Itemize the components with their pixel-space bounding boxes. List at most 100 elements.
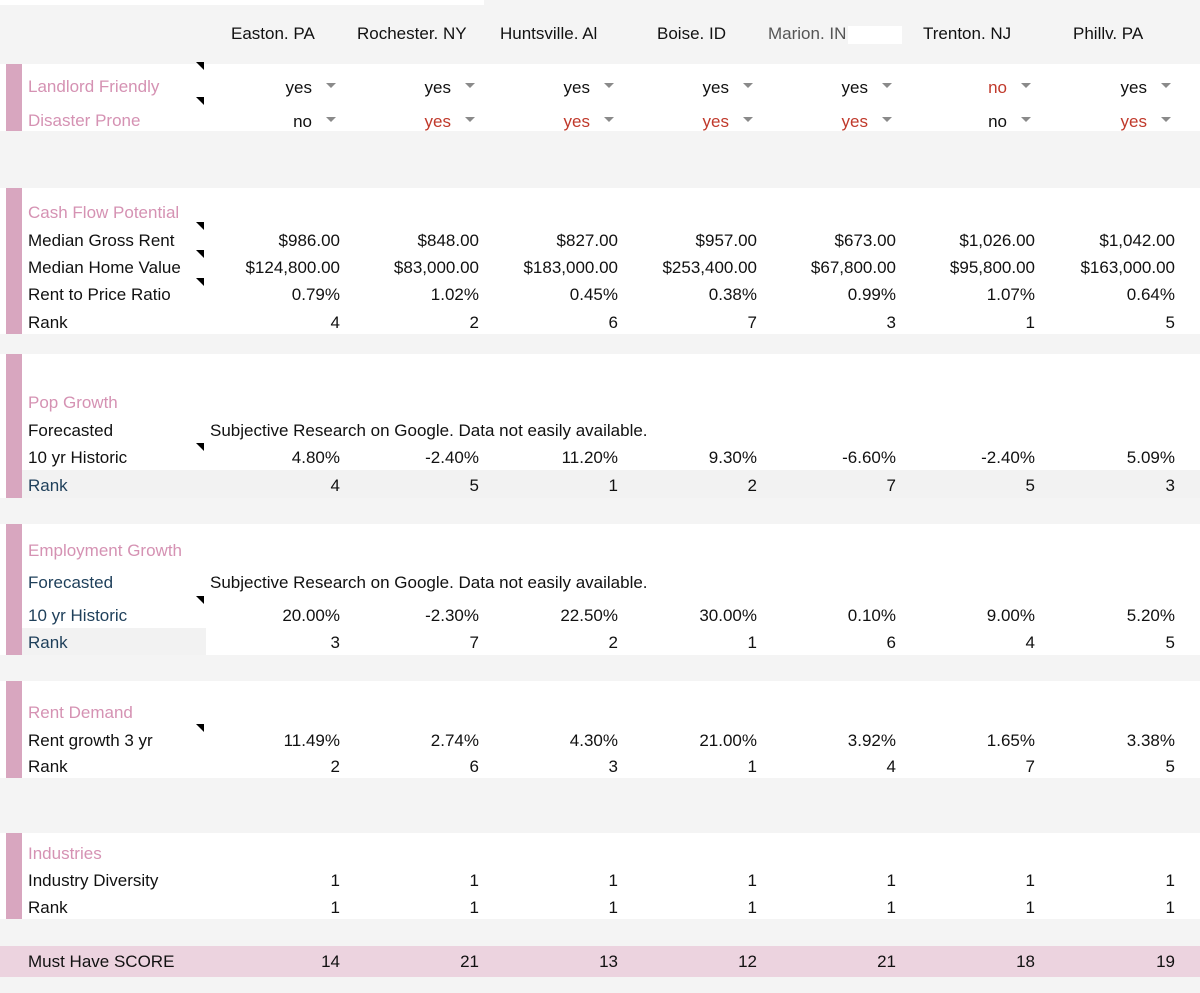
cell-value[interactable]: 1 (747, 633, 757, 652)
cell-value[interactable]: 9.00% (986, 606, 1035, 625)
cell-value[interactable]: $163,000.00 (1080, 258, 1175, 277)
cell-value[interactable]: $1,042.00 (1099, 231, 1175, 250)
city-header[interactable]: Marion. IN (768, 24, 847, 43)
cell-value[interactable]: 1 (330, 871, 340, 890)
cell-value[interactable]: 1 (747, 757, 757, 776)
dropdown-value[interactable]: no (988, 112, 1007, 131)
cell-value[interactable]: 1 (747, 898, 757, 917)
chevron-down-icon[interactable] (1161, 83, 1171, 88)
cell-value[interactable]: 1 (330, 898, 340, 917)
cell-value[interactable]: 1.02% (430, 285, 479, 304)
cell-value[interactable]: 20.00% (282, 606, 340, 625)
cell-value[interactable]: 22.50% (560, 606, 618, 625)
cell-value[interactable]: $848.00 (417, 231, 479, 250)
cell-value[interactable]: 5 (1165, 633, 1175, 652)
cell-value[interactable]: 4 (1025, 633, 1035, 652)
cell-value[interactable]: $673.00 (834, 231, 896, 250)
cell-value[interactable]: 2.74% (430, 731, 479, 750)
chevron-down-icon[interactable] (604, 117, 614, 122)
cell-value[interactable]: -6.60% (842, 448, 896, 467)
cell-value[interactable]: 2 (747, 476, 757, 495)
cell-value[interactable]: -2.40% (425, 448, 479, 467)
chevron-down-icon[interactable] (465, 83, 475, 88)
cell-value[interactable]: 1.65% (986, 731, 1035, 750)
cell-value[interactable]: $986.00 (278, 231, 340, 250)
cell-value[interactable]: 4.30% (569, 731, 618, 750)
cell-value[interactable]: 2 (330, 757, 340, 776)
cell-value[interactable]: $253,400.00 (662, 258, 757, 277)
chevron-down-icon[interactable] (882, 117, 892, 122)
cell-value[interactable]: 6 (608, 313, 618, 332)
chevron-down-icon[interactable] (882, 83, 892, 88)
cell-value[interactable]: 0.10% (847, 606, 896, 625)
cell-value[interactable]: 0.99% (847, 285, 896, 304)
cell-value[interactable]: $183,000.00 (523, 258, 618, 277)
dropdown-value[interactable]: yes (841, 112, 868, 131)
dropdown-value[interactable]: yes (702, 78, 729, 97)
chevron-down-icon[interactable] (326, 83, 336, 88)
cell-value[interactable]: 1 (608, 476, 618, 495)
cell-value[interactable]: 5.20% (1126, 606, 1175, 625)
chevron-down-icon[interactable] (1021, 83, 1031, 88)
cell-value[interactable]: -2.40% (981, 448, 1035, 467)
note-text[interactable]: Subjective Research on Google. Data not … (210, 421, 648, 440)
cell-value[interactable]: 4 (330, 313, 340, 332)
cell-value[interactable]: 5 (1025, 476, 1035, 495)
dropdown-value[interactable]: yes (1120, 78, 1147, 97)
cell-value[interactable]: 0.45% (569, 285, 618, 304)
cell-value[interactable]: 4 (330, 476, 340, 495)
cell-value[interactable]: 5 (1165, 313, 1175, 332)
dropdown-value[interactable]: no (988, 78, 1007, 97)
cell-value[interactable]: 9.30% (708, 448, 757, 467)
dropdown-value[interactable]: yes (424, 112, 451, 131)
city-header[interactable]: Huntsville. Al (500, 24, 598, 43)
cell-value[interactable]: 1 (886, 871, 896, 890)
chevron-down-icon[interactable] (743, 117, 753, 122)
chevron-down-icon[interactable] (743, 83, 753, 88)
cell-value[interactable]: 1 (608, 871, 618, 890)
cell-value[interactable]: 3 (330, 633, 340, 652)
score-value[interactable]: 21 (877, 952, 896, 971)
cell-value[interactable]: 1 (886, 898, 896, 917)
chevron-down-icon[interactable] (604, 83, 614, 88)
score-value[interactable]: 18 (1016, 952, 1035, 971)
cell-value[interactable]: 0.79% (291, 285, 340, 304)
cell-value[interactable]: $124,800.00 (245, 258, 340, 277)
cell-value[interactable]: 3 (608, 757, 618, 776)
dropdown-value[interactable]: yes (1120, 112, 1147, 131)
chevron-down-icon[interactable] (465, 117, 475, 122)
cell-value[interactable]: 30.00% (699, 606, 757, 625)
cell-value[interactable]: 7 (886, 476, 896, 495)
cell-value[interactable]: 6 (886, 633, 896, 652)
cell-value[interactable]: $83,000.00 (393, 258, 479, 277)
cell-value[interactable]: 1 (469, 871, 479, 890)
cell-value[interactable]: 11.20% (561, 448, 618, 467)
cell-value[interactable]: $957.00 (695, 231, 757, 250)
score-value[interactable]: 21 (460, 952, 479, 971)
city-header[interactable]: Phillv. PA (1073, 24, 1144, 43)
city-header[interactable]: Easton. PA (231, 24, 315, 43)
cell-value[interactable]: -2.30% (425, 606, 479, 625)
cell-value[interactable]: $1,026.00 (959, 231, 1035, 250)
score-value[interactable]: 19 (1156, 952, 1175, 971)
dropdown-value[interactable]: yes (563, 78, 590, 97)
chevron-down-icon[interactable] (1021, 117, 1031, 122)
cell-value[interactable]: 7 (469, 633, 479, 652)
chevron-down-icon[interactable] (326, 117, 336, 122)
cell-value[interactable]: 1 (1165, 898, 1175, 917)
dropdown-value[interactable]: yes (702, 112, 729, 131)
cell-value[interactable]: 21.00% (699, 731, 757, 750)
city-header[interactable]: Boise. ID (657, 24, 726, 43)
dropdown-value[interactable]: yes (563, 112, 590, 131)
cell-value[interactable]: 1 (469, 898, 479, 917)
cell-value[interactable]: 1 (608, 898, 618, 917)
cell-value[interactable]: 3.38% (1126, 731, 1175, 750)
score-value[interactable]: 12 (738, 952, 757, 971)
cell-value[interactable]: 7 (747, 313, 757, 332)
score-value[interactable]: 13 (599, 952, 618, 971)
dropdown-value[interactable]: yes (841, 78, 868, 97)
dropdown-value[interactable]: yes (285, 78, 312, 97)
cell-value[interactable]: $827.00 (556, 231, 618, 250)
cell-value[interactable]: 1 (1165, 871, 1175, 890)
city-header[interactable]: Trenton. NJ (923, 24, 1012, 43)
